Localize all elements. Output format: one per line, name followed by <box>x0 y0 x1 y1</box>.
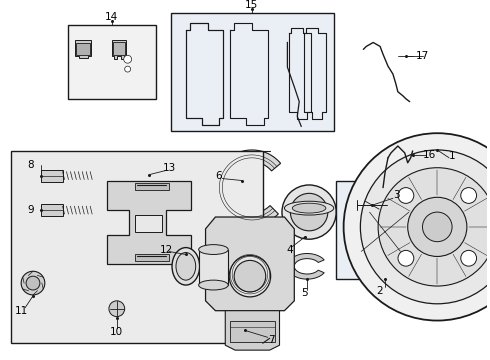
Ellipse shape <box>229 256 270 297</box>
Ellipse shape <box>234 260 266 292</box>
Circle shape <box>347 194 422 269</box>
Text: 9: 9 <box>28 205 34 215</box>
Ellipse shape <box>172 248 199 285</box>
Text: 3: 3 <box>393 190 400 200</box>
Bar <box>41 204 63 216</box>
Ellipse shape <box>284 201 334 215</box>
Circle shape <box>366 212 405 252</box>
Text: 17: 17 <box>416 51 429 61</box>
Bar <box>230 320 274 342</box>
Circle shape <box>400 207 410 217</box>
Circle shape <box>26 276 40 290</box>
Ellipse shape <box>291 193 328 231</box>
Circle shape <box>398 250 414 266</box>
Bar <box>41 170 63 181</box>
Circle shape <box>123 55 132 63</box>
Circle shape <box>109 301 124 316</box>
Circle shape <box>398 188 414 203</box>
Circle shape <box>361 207 370 217</box>
Circle shape <box>343 133 490 320</box>
Polygon shape <box>112 40 126 59</box>
Bar <box>171 13 334 131</box>
Polygon shape <box>215 150 281 225</box>
Polygon shape <box>225 311 279 350</box>
Circle shape <box>378 168 490 286</box>
Polygon shape <box>75 40 91 58</box>
Text: 8: 8 <box>28 160 34 170</box>
Circle shape <box>422 212 452 242</box>
Circle shape <box>377 224 393 240</box>
Text: 10: 10 <box>110 327 123 337</box>
Ellipse shape <box>198 245 228 255</box>
Ellipse shape <box>293 203 326 213</box>
Bar <box>135 215 162 232</box>
Ellipse shape <box>176 252 196 280</box>
Polygon shape <box>113 42 125 55</box>
Polygon shape <box>206 217 294 311</box>
Text: 5: 5 <box>301 288 308 298</box>
Circle shape <box>461 250 477 266</box>
Ellipse shape <box>198 280 228 290</box>
Bar <box>11 151 263 343</box>
Text: 13: 13 <box>163 163 176 173</box>
Bar <box>198 249 228 285</box>
Polygon shape <box>107 180 191 264</box>
Circle shape <box>361 246 370 256</box>
Text: 11: 11 <box>15 306 28 316</box>
Bar <box>135 183 169 190</box>
Text: 16: 16 <box>423 150 436 160</box>
Polygon shape <box>242 209 262 225</box>
Text: 15: 15 <box>245 0 259 10</box>
Circle shape <box>400 246 410 256</box>
Circle shape <box>21 271 45 295</box>
Circle shape <box>352 200 362 210</box>
Text: 14: 14 <box>105 12 119 22</box>
Circle shape <box>124 66 131 72</box>
Text: 1: 1 <box>449 151 455 161</box>
Bar <box>135 253 169 261</box>
Polygon shape <box>76 43 91 55</box>
Text: 4: 4 <box>286 244 293 255</box>
Polygon shape <box>288 253 324 279</box>
Text: 7: 7 <box>269 335 275 345</box>
Text: 12: 12 <box>159 244 173 255</box>
Text: 2: 2 <box>376 286 382 296</box>
Text: 6: 6 <box>215 171 221 181</box>
Bar <box>336 180 422 279</box>
Circle shape <box>461 188 477 203</box>
Bar <box>68 25 156 99</box>
Circle shape <box>408 197 467 256</box>
Circle shape <box>360 150 490 304</box>
Ellipse shape <box>282 185 336 239</box>
